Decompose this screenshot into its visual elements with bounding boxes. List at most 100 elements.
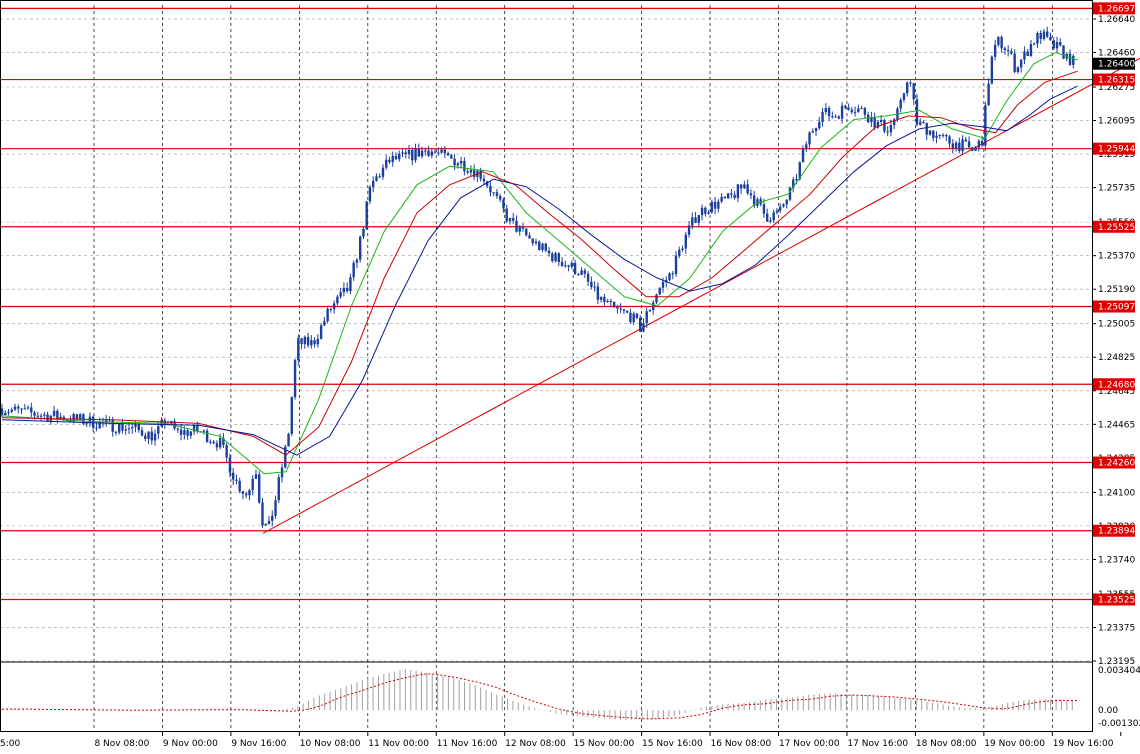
- candle-body: [466, 171, 469, 173]
- candle-body: [551, 253, 554, 262]
- candle-body: [1010, 51, 1013, 54]
- candle-body: [401, 152, 404, 154]
- candle-body: [515, 220, 518, 232]
- candle-body: [1036, 32, 1039, 44]
- candle-body: [368, 187, 372, 202]
- time-tick-label: 9 Nov 00:00: [163, 739, 218, 749]
- candle-body: [775, 210, 779, 213]
- candle-body: [121, 423, 124, 431]
- price-tick-label: 1.26460: [1098, 49, 1135, 59]
- candle-body: [808, 132, 811, 145]
- candle-body: [235, 479, 238, 481]
- time-tick-label: 15 Nov 00:00: [574, 739, 635, 749]
- candle-body: [411, 150, 414, 161]
- candle-body: [619, 308, 622, 310]
- candle-body: [583, 270, 587, 274]
- candle-body: [974, 147, 977, 151]
- candle-body: [358, 236, 362, 260]
- level-price-tag: [1093, 220, 1135, 233]
- candle-body: [398, 153, 401, 160]
- candle-body: [570, 262, 574, 267]
- candle-body: [560, 261, 564, 267]
- candle-body: [0, 408, 4, 415]
- price-tick-label: 1.24825: [1098, 353, 1135, 363]
- candle-body: [967, 141, 971, 148]
- candle-body: [313, 340, 316, 345]
- candle-body: [788, 187, 792, 200]
- level-price-label: 1.23525: [1098, 596, 1135, 606]
- candle-body: [1052, 40, 1055, 49]
- candle-body: [964, 139, 968, 142]
- candle-body: [218, 438, 222, 448]
- candle-body: [935, 135, 938, 138]
- candle-body: [645, 311, 648, 324]
- candle-body: [228, 457, 232, 473]
- price-tick-label: 1.24645: [1098, 387, 1135, 397]
- price-tick-label: 1.25005: [1098, 320, 1135, 330]
- candle-body: [961, 139, 964, 152]
- candle-body: [23, 408, 26, 410]
- candle-body: [694, 217, 697, 223]
- candle-body: [599, 296, 603, 300]
- candle-body: [906, 82, 909, 94]
- chart-frame: [0, 0, 1093, 732]
- candle-body: [189, 431, 193, 436]
- candle-body: [502, 199, 505, 209]
- candle-body: [1019, 59, 1023, 68]
- time-tick-label: 15 Nov 16:00: [642, 739, 703, 749]
- candle-body: [912, 83, 915, 100]
- candle-body: [352, 262, 355, 278]
- candle-body: [928, 130, 932, 135]
- candle-body: [303, 337, 307, 345]
- price-tick-label: 1.23375: [1098, 623, 1135, 633]
- time-tick-label: 16 Nov 08:00: [711, 739, 772, 749]
- candle-body: [697, 215, 701, 223]
- candle-body: [805, 144, 808, 150]
- candle-body: [1013, 53, 1016, 72]
- level-price-label: 1.26697: [1098, 4, 1135, 14]
- candle-body: [274, 500, 277, 516]
- candle-body: [993, 44, 997, 57]
- candle-body: [131, 427, 134, 429]
- candle-body: [463, 160, 466, 172]
- time-tick-label: 9 Nov 16:00: [231, 739, 286, 749]
- candle-body: [909, 82, 912, 84]
- candle-body: [772, 212, 775, 221]
- candle-body: [1042, 31, 1046, 39]
- candle-body: [104, 419, 108, 423]
- candle-body: [840, 105, 844, 119]
- candle-body: [541, 243, 544, 251]
- candle-body: [782, 204, 785, 207]
- candle-body: [293, 360, 297, 398]
- candle-body: [72, 414, 75, 422]
- candle-body: [394, 155, 398, 160]
- candle-body: [814, 128, 818, 132]
- candle-body: [118, 423, 121, 433]
- time-tick-label: 5:00: [0, 739, 20, 749]
- candle-body: [176, 428, 180, 430]
- candle-body: [316, 338, 320, 345]
- candle-body: [4, 412, 7, 415]
- candle-body: [91, 416, 95, 428]
- candle-body: [134, 424, 137, 428]
- oscillator-panel: [1, 669, 1078, 720]
- candle-body: [1072, 55, 1075, 65]
- candle-body: [287, 433, 290, 447]
- time-tick-label: 17 Nov 16:00: [847, 739, 908, 749]
- candle-body: [902, 93, 906, 101]
- candle-body: [222, 438, 225, 446]
- candle-body: [977, 140, 981, 148]
- candle-body: [127, 428, 131, 430]
- time-tick-label: 18 Nov 08:00: [916, 739, 977, 749]
- osc-max-label: 0.003404: [1098, 666, 1140, 676]
- time-tick-label: 19 Nov 16:00: [1053, 739, 1114, 749]
- candle-body: [33, 412, 36, 416]
- candle-body: [853, 111, 857, 113]
- trendline-group: [262, 57, 1140, 534]
- candle-body: [932, 130, 935, 138]
- candle-body: [95, 427, 98, 429]
- candle-body: [424, 150, 427, 152]
- time-tick-label: 8 Nov 08:00: [94, 739, 149, 749]
- candle-body: [609, 300, 613, 302]
